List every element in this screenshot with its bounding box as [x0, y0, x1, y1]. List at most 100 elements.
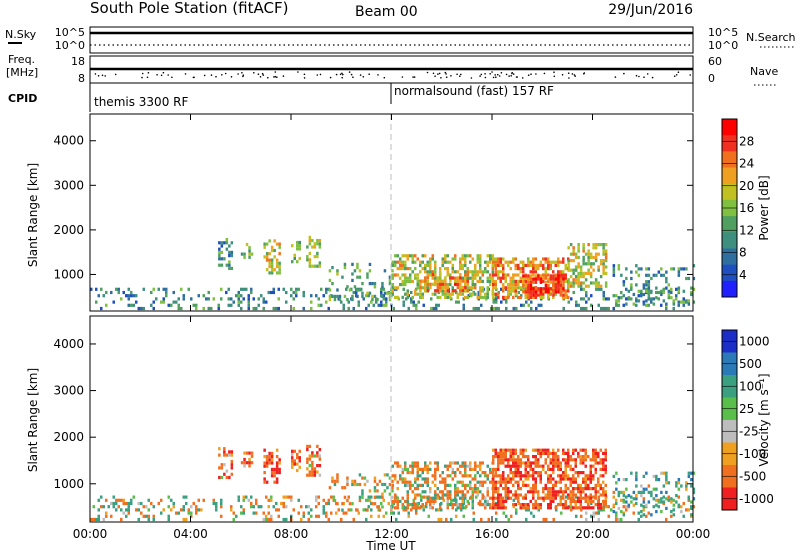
range-cell — [604, 448, 607, 452]
range-cell — [449, 493, 452, 497]
range-cell — [382, 297, 385, 301]
nave-point — [512, 73, 515, 75]
range-cell — [604, 483, 607, 487]
range-cell — [537, 267, 540, 271]
range-cell — [182, 508, 185, 512]
range-cell — [569, 477, 572, 481]
range-cell — [547, 477, 550, 481]
range-cell — [411, 506, 414, 510]
range-cell — [492, 295, 495, 299]
range-cell — [667, 481, 671, 485]
range-cell — [105, 303, 108, 307]
range-cell — [587, 255, 590, 259]
range-cell — [500, 300, 503, 304]
range-cell — [255, 498, 258, 502]
range-cell — [416, 279, 419, 283]
range-cell — [612, 474, 616, 478]
range-cell — [481, 270, 484, 274]
range-cell — [464, 506, 467, 510]
range-cell — [522, 451, 525, 455]
range-cell — [662, 500, 666, 504]
range-cell — [484, 506, 487, 510]
range-cell — [426, 496, 429, 500]
range-cell — [486, 477, 489, 481]
range-cell — [230, 297, 233, 301]
range-cell — [497, 263, 500, 267]
range-cell — [399, 499, 402, 503]
range-cell — [177, 306, 180, 311]
range-cell — [316, 470, 319, 474]
range-cell — [327, 498, 330, 502]
nave-point — [401, 76, 404, 78]
range-cell — [263, 471, 266, 475]
range-cell — [207, 290, 210, 295]
range-cell — [544, 461, 547, 465]
nave-point — [203, 74, 206, 77]
range-cell — [574, 255, 578, 259]
range-cell — [572, 268, 575, 272]
range-cell — [622, 280, 626, 284]
nave-point — [160, 74, 163, 77]
range-cell — [242, 297, 245, 301]
range-cell — [587, 483, 590, 487]
range-cell — [461, 257, 464, 261]
range-cell — [456, 487, 459, 491]
range-cell — [534, 295, 537, 299]
range-cell — [388, 291, 392, 295]
range-cell — [495, 511, 498, 515]
range-cell — [459, 263, 462, 267]
range-cell — [625, 287, 628, 291]
range-cell — [268, 458, 271, 462]
range-cell — [377, 514, 380, 518]
range-cell — [592, 255, 595, 259]
range-cell — [365, 498, 368, 502]
range-cell — [690, 506, 693, 510]
range-cell — [421, 279, 425, 283]
range-cell — [486, 263, 489, 267]
range-cell — [587, 249, 590, 253]
range-cell — [459, 464, 462, 468]
range-cell — [115, 287, 118, 291]
range-cell — [529, 287, 533, 291]
range-cell — [275, 448, 279, 452]
range-cell — [564, 471, 567, 475]
range-cell — [267, 290, 270, 295]
range-cell — [602, 246, 605, 250]
range-cell — [135, 300, 138, 304]
range-cell — [396, 286, 399, 290]
range-cell — [604, 284, 608, 288]
range-cell — [524, 263, 527, 267]
range-cell — [378, 508, 382, 512]
range-cell — [582, 281, 585, 285]
range-cell — [479, 254, 482, 258]
range-cell — [542, 257, 545, 261]
range-cell — [559, 464, 562, 468]
range-cell — [318, 473, 322, 477]
range-cell — [267, 498, 270, 502]
range-cell — [524, 455, 527, 459]
range-cell — [425, 501, 428, 506]
range-cell — [612, 264, 616, 268]
range-cell — [466, 295, 469, 299]
range-cell — [391, 499, 394, 503]
range-cell — [572, 252, 575, 256]
range-cell — [612, 306, 615, 311]
range-cell — [592, 464, 595, 468]
range-cell — [582, 287, 585, 291]
range-cell — [505, 514, 508, 518]
range-cell — [647, 296, 651, 300]
range-cell — [434, 292, 437, 296]
range-cell — [514, 490, 517, 494]
range-cell — [587, 284, 590, 288]
range-cell — [366, 508, 369, 512]
range-cell — [479, 257, 482, 261]
range-cell — [481, 496, 484, 500]
range-cell — [230, 303, 233, 307]
range-cell — [416, 292, 419, 296]
range-cell — [527, 455, 530, 459]
range-cell — [582, 306, 585, 311]
range-cell — [127, 303, 130, 307]
range-cell — [409, 464, 412, 468]
range-cell — [409, 480, 412, 484]
range-cell — [542, 467, 545, 471]
